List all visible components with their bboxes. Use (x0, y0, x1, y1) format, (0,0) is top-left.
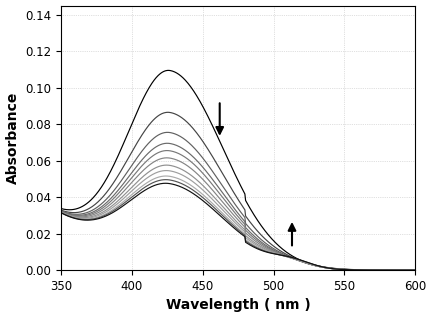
Y-axis label: Absorbance: Absorbance (6, 92, 19, 184)
X-axis label: Wavelength ( nm ): Wavelength ( nm ) (166, 299, 311, 313)
